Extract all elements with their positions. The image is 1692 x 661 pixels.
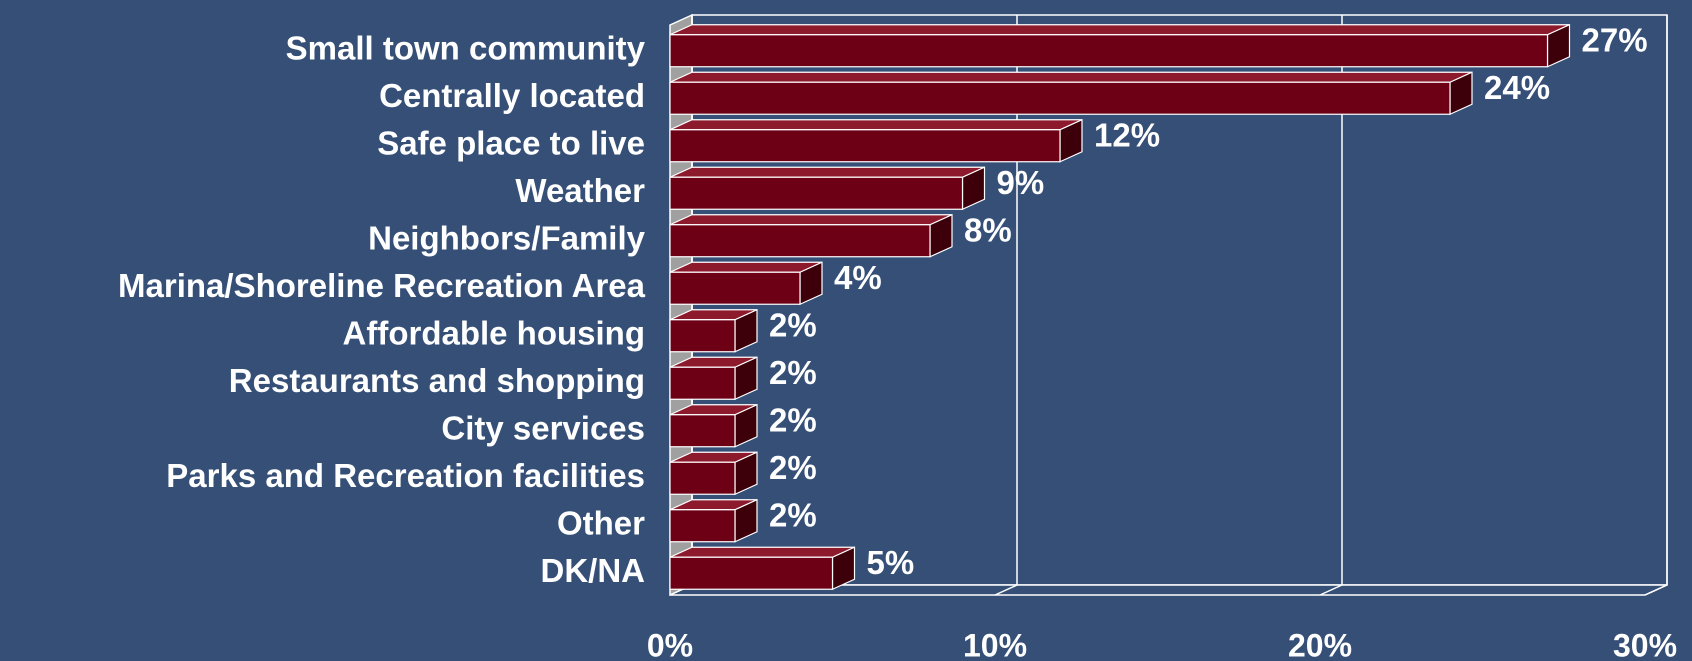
category-label: City services [441, 409, 645, 446]
category-label: DK/NA [541, 552, 646, 589]
x-tick-label: 20% [1288, 627, 1352, 661]
bar [669, 414, 736, 448]
floor-grid-line [1319, 584, 1343, 596]
category-label: Parks and Recreation facilities [166, 457, 645, 494]
value-label: 2% [769, 354, 817, 391]
bar-top [669, 261, 823, 273]
bar [669, 224, 931, 258]
bar [669, 176, 964, 210]
bar-top [669, 214, 953, 226]
value-label: 8% [964, 211, 1012, 248]
bar [669, 81, 1451, 115]
bar-top [669, 24, 1570, 36]
value-label: 2% [769, 496, 817, 533]
bar [669, 34, 1549, 68]
bar-top [669, 71, 1473, 83]
x-tick-label: 0% [647, 627, 693, 661]
bar-top [669, 119, 1083, 131]
bar [669, 319, 736, 353]
category-label: Centrally located [379, 77, 645, 114]
category-label: Neighbors/Family [368, 219, 646, 256]
value-label: 2% [769, 401, 817, 438]
value-label: 12% [1094, 116, 1160, 153]
bar [669, 129, 1061, 163]
bar [669, 366, 736, 400]
value-label: 2% [769, 306, 817, 343]
category-label: Restaurants and shopping [229, 362, 645, 399]
bar [669, 556, 834, 590]
category-label: Weather [515, 172, 645, 209]
value-label: 27% [1582, 21, 1648, 58]
category-label: Other [557, 504, 645, 541]
bar-top [669, 166, 985, 178]
value-label: 9% [997, 164, 1045, 201]
value-label: 4% [834, 259, 882, 296]
x-tick-label: 10% [963, 627, 1027, 661]
value-label: 2% [769, 449, 817, 486]
category-label: Small town community [286, 29, 646, 66]
value-label: 24% [1484, 69, 1550, 106]
bar [669, 271, 801, 305]
floor-grid-line [994, 584, 1018, 596]
category-label: Safe place to live [377, 124, 645, 161]
x-tick-label: 30% [1613, 627, 1677, 661]
category-label: Marina/Shoreline Recreation Area [118, 267, 646, 304]
bar [669, 461, 736, 495]
value-label: 5% [867, 544, 915, 581]
bar [669, 509, 736, 543]
floor-grid-line [1644, 584, 1668, 596]
bar-top [669, 546, 855, 558]
category-label: Affordable housing [343, 314, 645, 351]
